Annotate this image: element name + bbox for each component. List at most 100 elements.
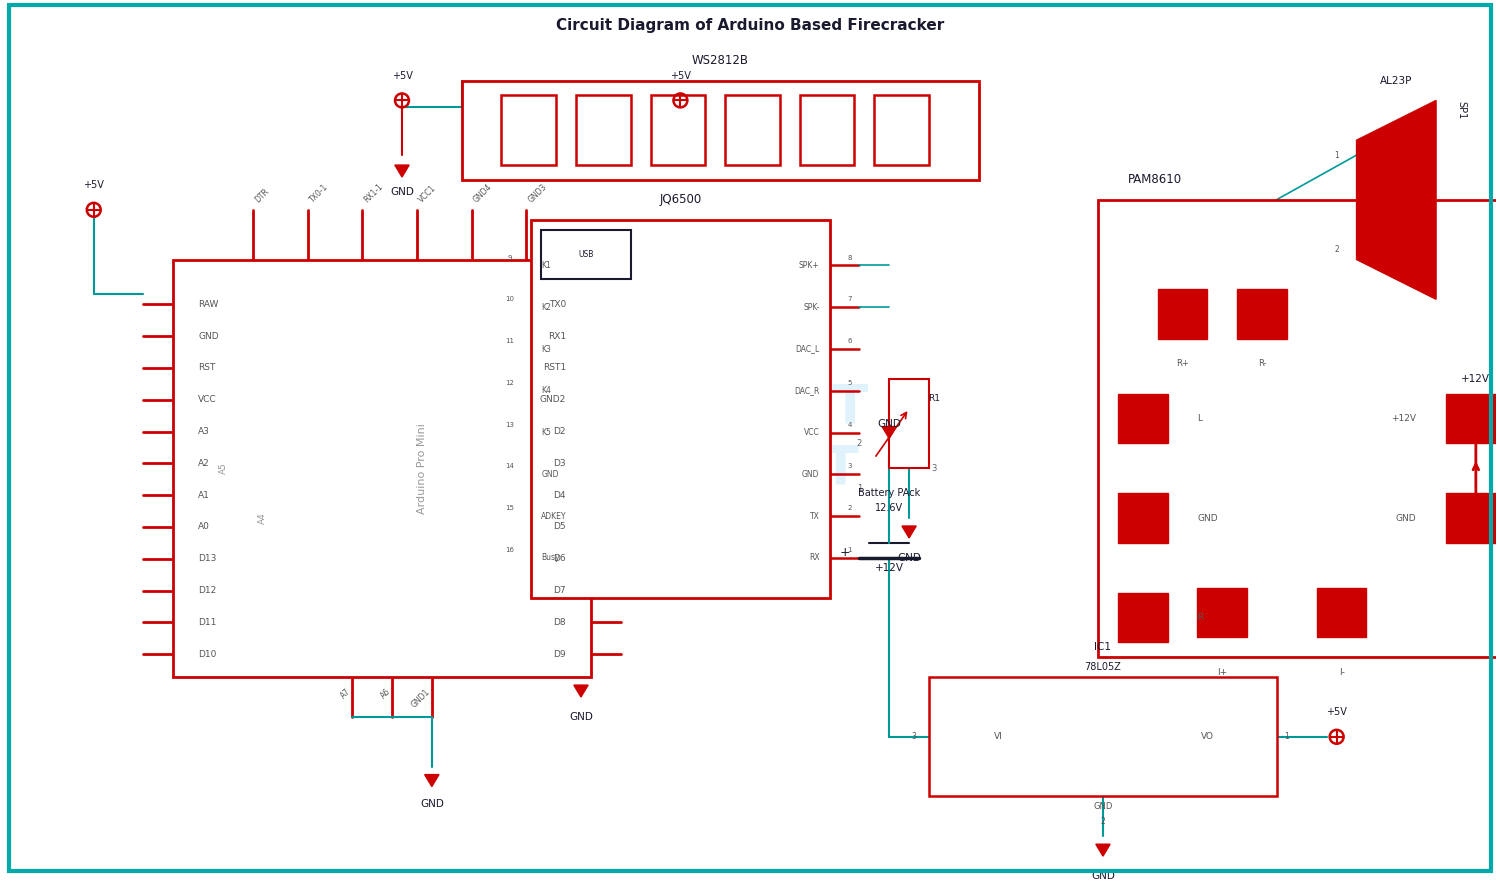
Text: A1: A1: [198, 491, 210, 500]
Bar: [1446, 394, 1496, 443]
Text: I-: I-: [1338, 668, 1344, 677]
Text: WS2812B: WS2812B: [692, 54, 748, 67]
Text: +12V: +12V: [1461, 374, 1491, 384]
Polygon shape: [902, 526, 916, 538]
Bar: [531, 219, 830, 597]
Polygon shape: [1096, 844, 1110, 856]
Text: 2: 2: [847, 505, 852, 511]
Text: R1: R1: [928, 394, 940, 403]
Bar: [1158, 289, 1208, 339]
Bar: [800, 95, 855, 165]
Text: Circuit Diagram of Arduino Based Firecracker: Circuit Diagram of Arduino Based Firecra…: [556, 19, 944, 33]
Polygon shape: [574, 685, 588, 697]
Text: VO: VO: [1202, 732, 1214, 741]
Text: +5V: +5V: [1326, 707, 1347, 717]
Bar: [1197, 588, 1246, 637]
Text: CIRCUIT
DIGEST: CIRCUIT DIGEST: [632, 382, 868, 494]
Text: R+: R+: [1176, 359, 1190, 368]
Text: A5: A5: [219, 463, 228, 474]
Text: GND3: GND3: [526, 182, 549, 204]
Text: 12: 12: [506, 380, 515, 386]
Text: GND: GND: [1395, 514, 1416, 522]
Bar: [724, 95, 780, 165]
Text: Battery PAck: Battery PAck: [858, 488, 921, 498]
Bar: [651, 95, 705, 165]
Text: GND: GND: [390, 187, 414, 197]
Bar: [928, 677, 1276, 796]
Text: K4: K4: [542, 386, 550, 396]
Text: D9: D9: [554, 650, 566, 659]
Text: RX1-1: RX1-1: [362, 182, 386, 204]
Text: K2: K2: [542, 303, 550, 312]
Bar: [890, 379, 928, 469]
Bar: [1098, 200, 1500, 657]
Text: TX0: TX0: [549, 300, 566, 308]
Text: D3: D3: [554, 459, 566, 468]
Text: 3: 3: [847, 463, 852, 470]
Text: 6: 6: [847, 338, 852, 344]
Text: 7: 7: [847, 296, 852, 302]
Text: D2: D2: [554, 427, 566, 436]
Text: D4: D4: [554, 491, 566, 500]
Text: GND1: GND1: [410, 687, 432, 709]
Polygon shape: [424, 774, 439, 787]
Bar: [174, 260, 591, 677]
Text: AL23P: AL23P: [1380, 76, 1413, 85]
Text: +5V: +5V: [392, 70, 412, 80]
Text: 78L05Z: 78L05Z: [1084, 663, 1122, 672]
Text: 1: 1: [847, 547, 852, 553]
Text: A2: A2: [198, 459, 210, 468]
Text: +12V: +12V: [874, 563, 903, 573]
Text: D5: D5: [554, 522, 566, 531]
Text: SPK+: SPK+: [800, 261, 819, 270]
Text: 11: 11: [506, 338, 515, 344]
Text: D13: D13: [198, 554, 216, 563]
Bar: [1446, 493, 1496, 543]
Text: RST1: RST1: [543, 363, 566, 373]
Text: A7: A7: [339, 687, 352, 700]
Text: TX0-1: TX0-1: [308, 182, 330, 204]
Text: GND2: GND2: [540, 396, 566, 404]
Text: Busy: Busy: [542, 553, 560, 562]
Text: GND: GND: [1094, 802, 1113, 811]
Text: K3: K3: [542, 344, 550, 353]
Text: K1: K1: [542, 261, 550, 270]
Text: 15: 15: [506, 505, 515, 511]
Text: D8: D8: [554, 618, 566, 627]
Text: GND4: GND4: [471, 182, 494, 204]
Text: RX: RX: [808, 553, 819, 562]
Text: A6: A6: [378, 687, 392, 700]
Text: A3: A3: [198, 427, 210, 436]
Text: +5V: +5V: [84, 180, 104, 190]
Bar: [1238, 289, 1287, 339]
Text: DTR: DTR: [254, 188, 270, 204]
Text: GND: GND: [198, 331, 219, 341]
Text: I+: I+: [1216, 668, 1227, 677]
Text: RST: RST: [198, 363, 216, 373]
Text: RX1: RX1: [548, 331, 566, 341]
Text: A4: A4: [258, 512, 267, 524]
Text: VI: VI: [994, 732, 1004, 741]
Text: DAC_R: DAC_R: [794, 386, 819, 396]
Polygon shape: [1356, 100, 1436, 300]
Polygon shape: [394, 165, 410, 177]
Text: ADKEY: ADKEY: [542, 512, 567, 521]
Text: D10: D10: [198, 650, 216, 659]
Bar: [1118, 493, 1167, 543]
Text: 1: 1: [1284, 732, 1290, 741]
Text: K5: K5: [542, 428, 550, 437]
Text: GND: GND: [542, 470, 558, 478]
Text: 9: 9: [507, 255, 512, 261]
Text: GND: GND: [420, 799, 444, 810]
Text: Arduino Pro Mini: Arduino Pro Mini: [417, 423, 428, 514]
Text: RAW: RAW: [198, 300, 219, 308]
Text: 16: 16: [506, 547, 515, 553]
Text: GND: GND: [878, 418, 902, 428]
Text: 2: 2: [1101, 817, 1106, 825]
Text: GND: GND: [1090, 871, 1114, 881]
Text: 2: 2: [1335, 245, 1340, 254]
Text: 5: 5: [847, 380, 852, 386]
Text: VCC1: VCC1: [417, 184, 438, 204]
Text: USB: USB: [578, 250, 594, 259]
Bar: [1118, 593, 1167, 642]
